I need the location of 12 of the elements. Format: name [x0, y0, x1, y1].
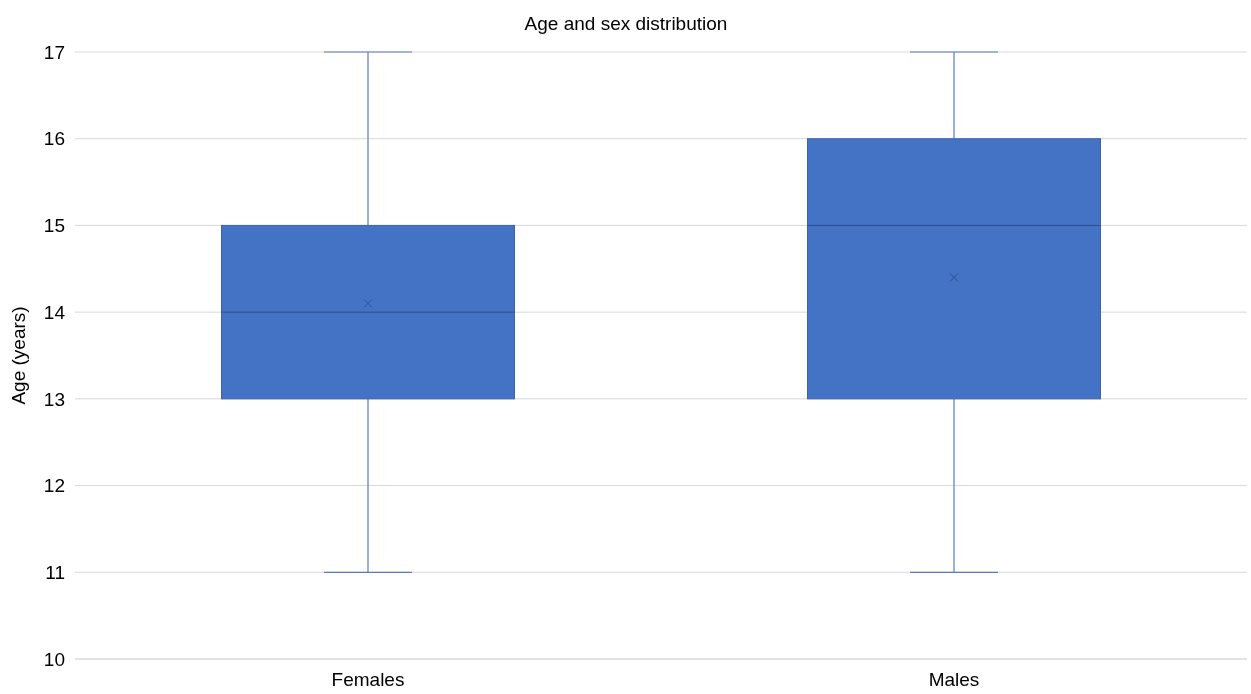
y-tick-label: 15 [43, 215, 65, 237]
y-tick-label: 12 [43, 475, 65, 497]
y-tick-label: 10 [43, 648, 65, 670]
chart-title: Age and sex distribution [524, 13, 728, 34]
x-tick-label: Females [331, 669, 405, 690]
y-tick-label: 16 [43, 128, 65, 150]
x-tick-label: Males [928, 669, 980, 690]
y-tick-label: 14 [43, 301, 66, 323]
y-tick-label: 17 [43, 41, 65, 63]
y-axis-title: Age (years) [8, 306, 29, 405]
y-tick-label: 13 [43, 388, 65, 410]
y-tick-label: 11 [45, 561, 65, 583]
